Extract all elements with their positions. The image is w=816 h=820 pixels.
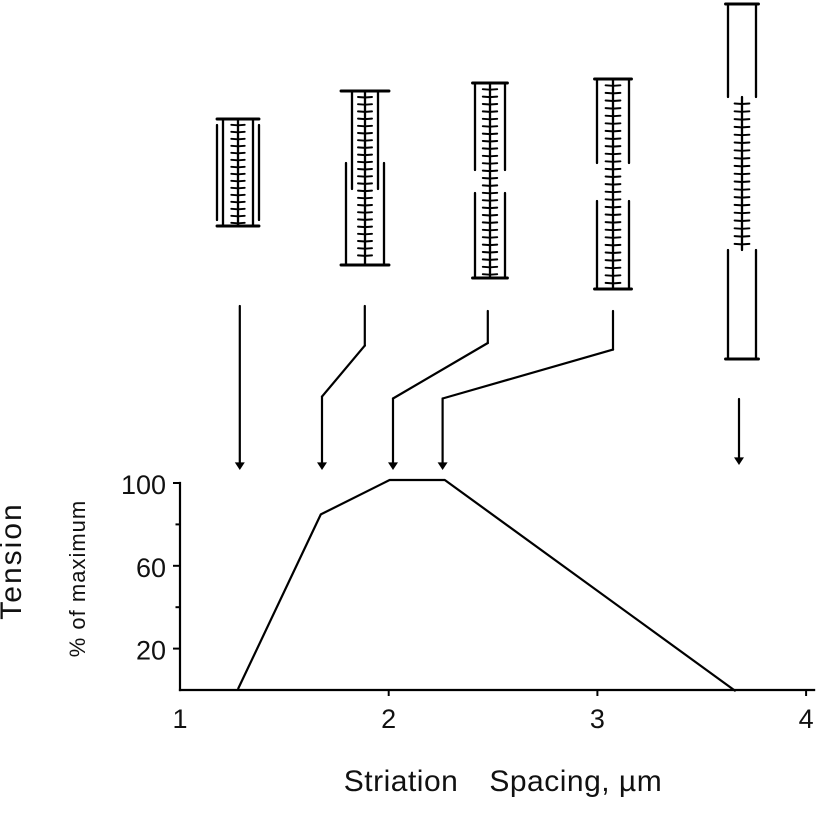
svg-text:Tension: Tension bbox=[0, 502, 28, 619]
svg-text:20: 20 bbox=[136, 636, 166, 666]
svg-text:60: 60 bbox=[136, 553, 166, 583]
svg-text:1: 1 bbox=[172, 704, 187, 734]
svg-text:2: 2 bbox=[381, 704, 396, 734]
svg-text:Striation Spacing, µm: Striation Spacing, µm bbox=[344, 765, 662, 798]
svg-text:3: 3 bbox=[590, 704, 605, 734]
svg-text:4: 4 bbox=[799, 704, 814, 734]
svg-text:% of maximum: % of maximum bbox=[65, 500, 90, 657]
svg-text:100: 100 bbox=[121, 470, 166, 500]
